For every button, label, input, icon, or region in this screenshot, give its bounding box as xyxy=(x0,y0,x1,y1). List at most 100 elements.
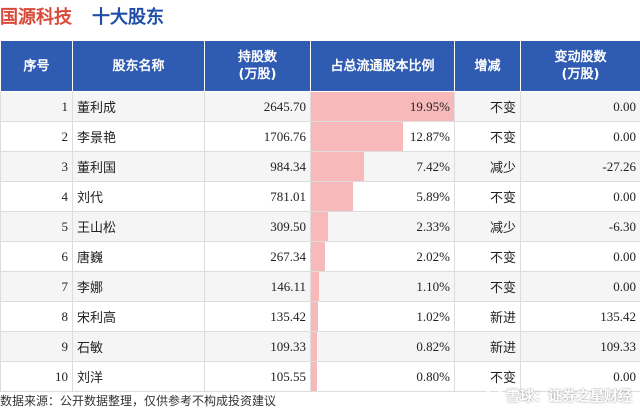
cell-shareholder-name: 李娜 xyxy=(72,271,205,302)
cell-shareholder-name: 刘洋 xyxy=(72,361,205,392)
cell-change-status: 不变 xyxy=(454,121,521,152)
ratio-bar xyxy=(311,302,319,331)
cell-index: 9 xyxy=(0,331,73,362)
cell-share-change: 0.00 xyxy=(520,181,640,212)
ratio-bar xyxy=(311,152,365,181)
data-source-note: 数据来源：公开数据整理，仅供参考不构成投资建议 xyxy=(0,394,277,408)
cell-share-change: 0.00 xyxy=(520,271,640,302)
ratio-bar xyxy=(311,332,317,361)
header-ratio: 占总流通股本比例 xyxy=(310,40,455,92)
company-name: 国源科技 xyxy=(0,7,72,28)
cell-index: 7 xyxy=(0,271,73,302)
cell-share-change: 0.00 xyxy=(520,121,640,152)
header-index: 序号 xyxy=(0,40,73,92)
cell-shares: 135.42 xyxy=(204,301,311,332)
cell-shares: 105.55 xyxy=(204,361,311,392)
cell-share-change: -27.26 xyxy=(520,151,640,182)
cell-shares: 267.34 xyxy=(204,241,311,272)
brand-watermark: 雪球：证券之星财经 xyxy=(485,386,632,406)
table-row: 5 王山松 309.50 2.33% 减少 -6.30 xyxy=(0,211,640,242)
cell-ratio: 1.10% xyxy=(310,271,455,302)
cell-share-change: -6.30 xyxy=(520,211,640,242)
cell-shares: 146.11 xyxy=(204,271,311,302)
cell-shares: 781.01 xyxy=(204,181,311,212)
brand-text: 雪球：证券之星财经 xyxy=(506,389,632,405)
cell-index: 6 xyxy=(0,241,73,272)
cell-ratio: 1.02% xyxy=(310,301,455,332)
cell-change-status: 不变 xyxy=(454,271,521,302)
page-title: 十大股东 xyxy=(92,7,164,28)
cell-shareholder-name: 李景艳 xyxy=(72,121,205,152)
cell-index: 3 xyxy=(0,151,73,182)
table-row: 1 董利成 2645.70 19.95% 不变 0.00 xyxy=(0,91,640,122)
ratio-bar xyxy=(311,92,454,121)
cell-shares: 309.50 xyxy=(204,211,311,242)
ratio-value: 5.89% xyxy=(416,188,450,204)
cell-index: 8 xyxy=(0,301,73,332)
cell-share-change: 0.00 xyxy=(520,91,640,122)
cell-change-status: 减少 xyxy=(454,211,521,242)
cell-shares: 109.33 xyxy=(204,331,311,362)
title-bar: 国源科技 十大股东 xyxy=(0,0,640,34)
cell-ratio: 12.87% xyxy=(310,121,455,152)
cell-index: 1 xyxy=(0,91,73,122)
cell-shareholder-name: 唐巍 xyxy=(72,241,205,272)
cell-ratio: 0.80% xyxy=(310,361,455,392)
cell-index: 10 xyxy=(0,361,73,392)
cell-shares: 984.34 xyxy=(204,151,311,182)
ratio-bar xyxy=(311,122,404,151)
table-header-row: 序号 股东名称 持股数 (万股) 占总流通股本比例 增减 变动股数 (万股) xyxy=(0,40,640,92)
cell-shareholder-name: 董利国 xyxy=(72,151,205,182)
cell-share-change: 109.33 xyxy=(520,331,640,362)
cell-change-status: 新进 xyxy=(454,331,521,362)
ratio-value: 0.80% xyxy=(416,368,450,384)
cell-share-change: 0.00 xyxy=(520,361,640,392)
table-row: 9 石敏 109.33 0.82% 新进 109.33 xyxy=(0,331,640,362)
ratio-value: 19.95% xyxy=(409,98,450,114)
header-name: 股东名称 xyxy=(72,40,205,92)
cell-change-status: 新进 xyxy=(454,301,521,332)
ratio-value: 0.82% xyxy=(416,338,450,354)
header-shares: 持股数 (万股) xyxy=(204,40,311,92)
cell-shareholder-name: 宋利高 xyxy=(72,301,205,332)
ratio-bar xyxy=(311,242,326,271)
snowball-icon xyxy=(485,388,503,406)
ratio-value: 7.42% xyxy=(416,158,450,174)
cell-shareholder-name: 石敏 xyxy=(72,331,205,362)
ratio-value: 1.02% xyxy=(416,308,450,324)
cell-shares: 1706.76 xyxy=(204,121,311,152)
cell-index: 5 xyxy=(0,211,73,242)
table-row: 10 刘洋 105.55 0.80% 不变 0.00 xyxy=(0,361,640,392)
ratio-value: 2.02% xyxy=(416,248,450,264)
cell-shareholder-name: 王山松 xyxy=(72,211,205,242)
table-body: 1 董利成 2645.70 19.95% 不变 0.00 2 李景艳 1706.76 12.87%… xyxy=(0,91,640,392)
ratio-bar xyxy=(311,362,317,391)
cell-ratio: 2.02% xyxy=(310,241,455,272)
cell-shares: 2645.70 xyxy=(204,91,311,122)
cell-shareholder-name: 刘代 xyxy=(72,181,205,212)
cell-ratio: 19.95% xyxy=(310,91,455,122)
cell-ratio: 7.42% xyxy=(310,151,455,182)
cell-ratio: 0.82% xyxy=(310,331,455,362)
cell-change-status: 减少 xyxy=(454,151,521,182)
ratio-bar xyxy=(311,182,354,211)
table-row: 2 李景艳 1706.76 12.87% 不变 0.00 xyxy=(0,121,640,152)
cell-change-status: 不变 xyxy=(454,361,521,392)
cell-shareholder-name: 董利成 xyxy=(72,91,205,122)
ratio-bar xyxy=(311,272,319,301)
header-change: 增减 xyxy=(454,40,521,92)
shareholders-table: 序号 股东名称 持股数 (万股) 占总流通股本比例 增减 变动股数 (万股) 1 董利… xyxy=(0,40,640,392)
table-row: 3 董利国 984.34 7.42% 减少 -27.26 xyxy=(0,151,640,182)
cell-ratio: 5.89% xyxy=(310,181,455,212)
cell-index: 2 xyxy=(0,121,73,152)
ratio-bar xyxy=(311,212,328,241)
cell-change-status: 不变 xyxy=(454,91,521,122)
cell-share-change: 135.42 xyxy=(520,301,640,332)
table-row: 8 宋利高 135.42 1.02% 新进 135.42 xyxy=(0,301,640,332)
ratio-value: 1.10% xyxy=(416,278,450,294)
cell-ratio: 2.33% xyxy=(310,211,455,242)
cell-index: 4 xyxy=(0,181,73,212)
header-delta: 变动股数 (万股) xyxy=(520,40,640,92)
ratio-value: 2.33% xyxy=(416,218,450,234)
ratio-value: 12.87% xyxy=(409,128,450,144)
